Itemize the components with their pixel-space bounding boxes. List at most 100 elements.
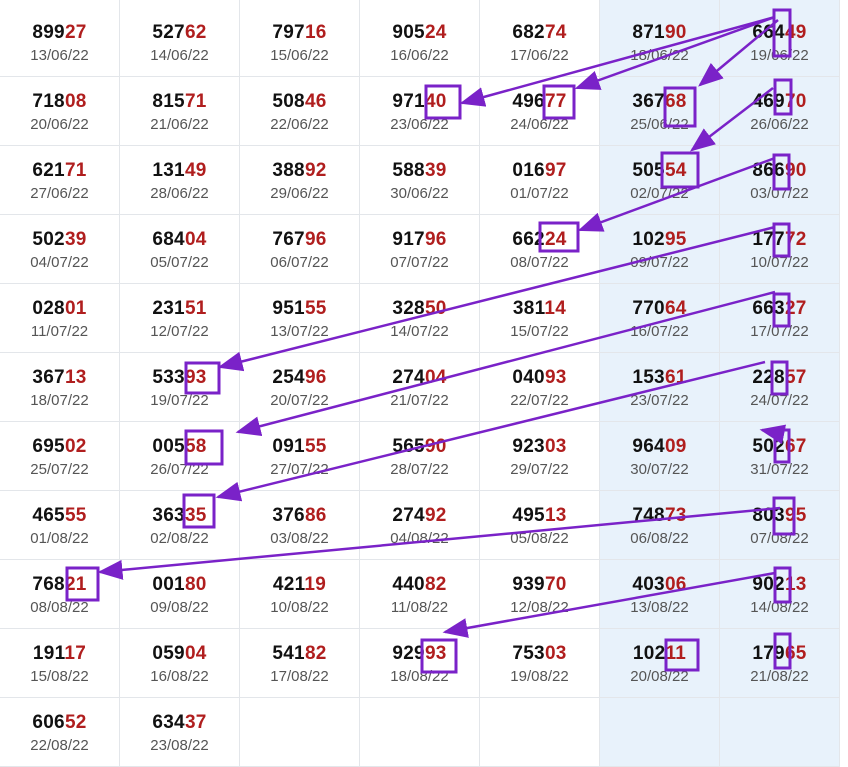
number-head: 328 (392, 298, 425, 319)
result-number: 02801 (0, 298, 119, 320)
number-head: 177 (752, 229, 785, 250)
result-cell: 91796 07/07/22 (360, 215, 480, 284)
result-cell: 46555 01/08/22 (0, 491, 120, 560)
number-tail: 06 (664, 574, 687, 595)
result-date: 24/07/22 (750, 392, 809, 409)
result-cell: 74873 06/08/22 (600, 491, 720, 560)
result-cell: 96409 30/07/22 (600, 422, 720, 491)
number-head: 527 (152, 22, 185, 43)
number-tail: 86 (304, 505, 327, 526)
result-cell: 54182 17/08/22 (240, 629, 360, 698)
result-cell: 50846 22/06/22 (240, 77, 360, 146)
result-cell: 37686 03/08/22 (240, 491, 360, 560)
number-head: 964 (632, 436, 665, 457)
number-tail: 19 (304, 574, 327, 595)
result-number: 50267 (720, 436, 839, 458)
result-number: 60652 (0, 712, 119, 734)
result-date: 23/08/22 (150, 737, 209, 754)
number-tail: 16 (304, 22, 327, 43)
result-date: 22/08/22 (30, 737, 89, 754)
result-cell: 09155 27/07/22 (240, 422, 360, 491)
number-tail: 13 (64, 367, 87, 388)
number-tail: 70 (784, 91, 807, 112)
number-head: 028 (32, 298, 65, 319)
result-number: 93970 (480, 574, 599, 596)
number-head: 803 (752, 505, 785, 526)
result-number: 95155 (240, 298, 359, 320)
result-date: 01/08/22 (30, 530, 89, 547)
number-head: 664 (752, 22, 785, 43)
number-tail: 95 (784, 505, 807, 526)
result-number: 58839 (360, 160, 479, 182)
result-cell: 66327 17/07/22 (720, 284, 840, 353)
result-date: 09/07/22 (630, 254, 689, 271)
result-date: 02/08/22 (150, 530, 209, 547)
number-tail: 72 (784, 229, 807, 250)
result-date: 11/08/22 (390, 599, 449, 616)
result-number: 22857 (720, 367, 839, 389)
result-date: 13/08/22 (630, 599, 689, 616)
number-head: 191 (32, 643, 65, 664)
number-tail: 01 (64, 298, 87, 319)
number-tail: 71 (184, 91, 207, 112)
result-date: 15/06/22 (270, 47, 329, 64)
result-cell: 80395 07/08/22 (720, 491, 840, 560)
result-cell: 49677 24/06/22 (480, 77, 600, 146)
number-head: 682 (512, 22, 545, 43)
result-date: 06/07/22 (270, 254, 329, 271)
number-tail: 37 (184, 712, 207, 733)
number-head: 899 (32, 22, 65, 43)
result-number: 71808 (0, 91, 119, 113)
result-date: 14/06/22 (150, 47, 209, 64)
number-head: 505 (632, 160, 665, 181)
number-head: 495 (512, 505, 545, 526)
result-cell: 00180 09/08/22 (120, 560, 240, 629)
number-tail: 35 (184, 505, 207, 526)
number-head: 770 (632, 298, 665, 319)
number-tail: 80 (184, 574, 207, 595)
number-head: 496 (512, 91, 545, 112)
number-tail: 82 (304, 643, 327, 664)
result-cell: 04093 22/07/22 (480, 353, 600, 422)
number-head: 905 (392, 22, 425, 43)
result-cell: 75303 19/08/22 (480, 629, 600, 698)
grid-row: 50239 04/07/22 68404 05/07/22 76796 06/07/22 9… (0, 215, 842, 284)
result-number: 62171 (0, 160, 119, 182)
result-date: 23/07/22 (630, 392, 689, 409)
result-number: 36335 (120, 505, 239, 527)
result-number: 40306 (600, 574, 719, 596)
result-cell: 27492 04/08/22 (360, 491, 480, 560)
result-cell: 10295 09/07/22 (600, 215, 720, 284)
result-number: 27492 (360, 505, 479, 527)
result-date: 21/07/22 (390, 392, 449, 409)
number-head: 971 (392, 91, 425, 112)
result-date: 08/07/22 (510, 254, 569, 271)
number-tail: 46 (304, 91, 327, 112)
number-head: 274 (392, 505, 425, 526)
result-number: 10211 (600, 643, 719, 665)
result-number: 91796 (360, 229, 479, 251)
result-cell: 97140 23/06/22 (360, 77, 480, 146)
number-tail: 04 (184, 229, 207, 250)
result-date: 18/07/22 (30, 392, 89, 409)
number-head: 421 (272, 574, 305, 595)
number-head: 231 (152, 298, 185, 319)
number-tail: 08 (64, 91, 87, 112)
number-tail: 24 (544, 229, 567, 250)
number-tail: 13 (784, 574, 807, 595)
number-head: 634 (152, 712, 185, 733)
result-date: 03/07/22 (750, 185, 809, 202)
number-head: 016 (512, 160, 545, 181)
number-head: 102 (632, 643, 666, 664)
number-tail: 24 (424, 22, 447, 43)
number-tail: 58 (184, 436, 207, 457)
result-cell: 50239 04/07/22 (0, 215, 120, 284)
grid-row: 69502 25/07/22 00558 26/07/22 09155 27/07/22 5… (0, 422, 842, 491)
result-date: 22/07/22 (510, 392, 569, 409)
result-cell: 68274 17/06/22 (480, 8, 600, 77)
number-tail: 93 (184, 367, 207, 388)
number-tail: 02 (64, 436, 87, 457)
result-date: 09/08/22 (150, 599, 209, 616)
number-head: 363 (152, 505, 185, 526)
result-date: 20/07/22 (270, 392, 329, 409)
